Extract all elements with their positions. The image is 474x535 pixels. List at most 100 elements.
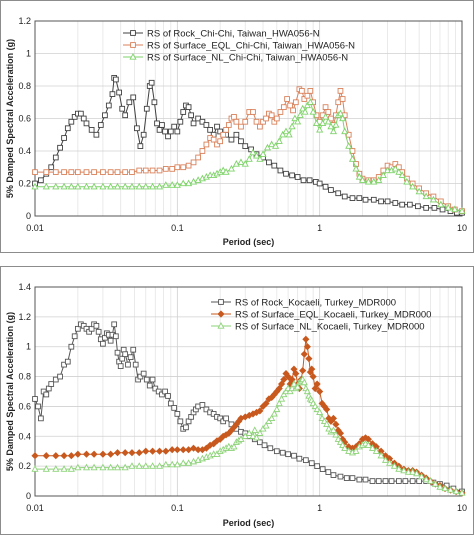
data-point <box>391 164 399 172</box>
y-axis-title: 5% Damped Spectral Acceleration (g) <box>5 312 15 471</box>
data-point <box>458 489 466 496</box>
data-point <box>42 465 50 472</box>
data-point <box>446 486 455 493</box>
data-point <box>266 159 272 166</box>
data-point <box>91 169 97 175</box>
data-point <box>400 466 408 474</box>
data-point <box>155 447 164 455</box>
y-tick-label: 0 <box>26 491 31 501</box>
data-point <box>325 469 332 475</box>
data-point <box>31 452 39 460</box>
data-point <box>140 131 147 138</box>
data-point <box>217 415 224 422</box>
data-point <box>272 142 280 149</box>
data-point <box>179 179 187 187</box>
legend-marker <box>217 310 225 318</box>
data-point <box>168 460 176 468</box>
data-point <box>329 426 338 433</box>
chart-bottom: 0 0.2 0.4 0.6 0.8 1 1.2 1.4 0.01 0.1 1 10 Period (se… <box>5 282 467 528</box>
data-point <box>130 346 137 353</box>
data-point <box>146 382 153 389</box>
data-point <box>174 164 181 171</box>
legend-item: RS of Surface_NL_Chi-Chi, Taiwan_HWA056-… <box>123 53 348 64</box>
y-tick-label: 0.6 <box>18 401 31 411</box>
data-point <box>57 144 63 151</box>
legend-marker <box>129 53 137 60</box>
data-point <box>31 182 39 190</box>
legend-label: RS of Surface_EQL_Chi-Chi, Taiwan_HWA056… <box>147 41 355 52</box>
data-point <box>303 101 311 109</box>
data-point <box>251 426 259 433</box>
y-tick-label: 1.2 <box>18 312 31 322</box>
data-point <box>113 76 119 83</box>
data-point <box>113 333 119 340</box>
data-point <box>105 102 112 109</box>
data-point <box>142 167 149 174</box>
y-tick-label: 0.2 <box>18 179 31 189</box>
chart-top: 0 0.2 0.4 0.6 0.8 1 1.2 0.01 0.1 1 10 Period (sec) 5… <box>5 16 467 247</box>
legend-label: RS of Surface_NL_Kocaeli, Turkey_MDR000 <box>235 322 425 333</box>
data-point <box>149 376 156 383</box>
data-point <box>203 406 210 413</box>
data-point <box>107 463 115 471</box>
data-point <box>316 408 324 416</box>
data-point <box>162 460 170 468</box>
x-tick-label: 10 <box>457 503 467 513</box>
data-point <box>289 172 295 179</box>
y-tick-label: 0.2 <box>18 461 31 471</box>
data-point <box>35 403 41 410</box>
data-point <box>275 384 283 393</box>
data-point <box>174 128 181 135</box>
data-point <box>319 466 326 472</box>
data-point <box>121 182 129 190</box>
data-point <box>60 452 68 460</box>
data-point <box>306 177 313 184</box>
y-tick-label: 0.8 <box>18 81 31 91</box>
data-point <box>116 89 122 96</box>
data-point <box>174 411 181 417</box>
data-point <box>439 206 446 213</box>
data-point <box>242 143 249 149</box>
legend-marker <box>218 299 224 305</box>
data-point <box>307 88 314 94</box>
data-point <box>299 88 305 94</box>
data-point <box>392 200 399 206</box>
data-point <box>64 358 71 365</box>
data-point <box>345 131 352 138</box>
data-point <box>159 122 165 128</box>
data-point <box>52 376 59 383</box>
data-point <box>121 463 129 471</box>
data-point <box>277 167 284 174</box>
data-point <box>277 109 284 115</box>
y-tick-label: 0 <box>26 211 31 221</box>
data-point <box>52 465 60 472</box>
data-point <box>259 150 267 157</box>
data-point <box>299 104 307 112</box>
data-point <box>370 196 377 203</box>
y-tick-label: 1 <box>26 49 31 59</box>
data-point <box>249 432 257 439</box>
legend-marker <box>130 30 136 36</box>
data-point <box>149 167 156 174</box>
data-point <box>203 141 210 148</box>
data-point <box>431 205 438 211</box>
data-point <box>156 167 163 174</box>
data-point <box>90 450 98 458</box>
legend-label: RS of Rock_Kocaeli, Turkey_MDR000 <box>235 298 396 309</box>
data-point <box>404 468 412 475</box>
data-point <box>348 155 357 162</box>
data-point <box>43 391 50 398</box>
data-point <box>171 405 178 411</box>
data-point <box>231 114 237 120</box>
x-axis-title: Period (sec) <box>223 518 275 528</box>
data-point <box>364 177 372 185</box>
data-point <box>349 195 356 201</box>
data-point <box>375 478 382 484</box>
data-point <box>337 473 344 480</box>
plot-frame <box>34 286 463 497</box>
data-point <box>210 411 217 417</box>
data-point <box>358 176 367 183</box>
data-point <box>68 343 75 350</box>
data-point <box>230 442 238 450</box>
data-point <box>270 409 278 417</box>
